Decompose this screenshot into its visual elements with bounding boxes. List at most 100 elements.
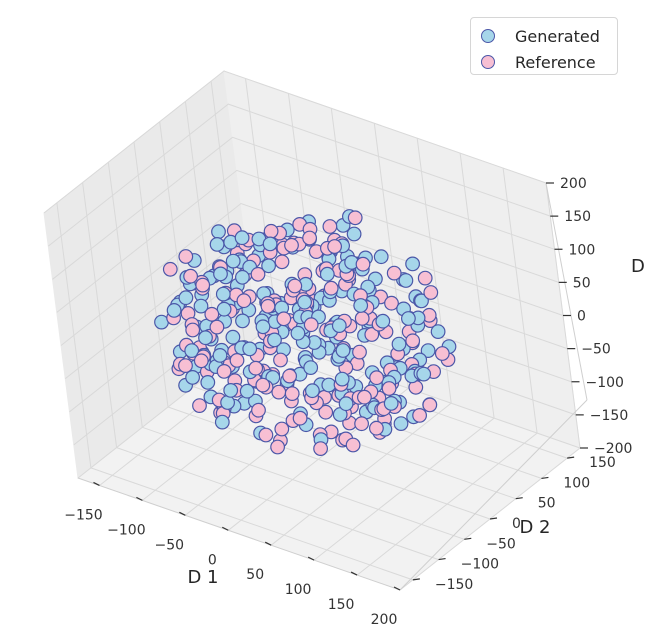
point-generated bbox=[373, 249, 389, 265]
point-reference bbox=[270, 439, 286, 455]
point-reference bbox=[287, 278, 303, 294]
point-reference bbox=[352, 344, 367, 360]
legend-entry-generated: Generated bbox=[481, 23, 617, 49]
point-generated bbox=[321, 377, 337, 393]
y-tick-label: 50 bbox=[538, 496, 556, 512]
point-generated bbox=[185, 370, 201, 385]
point-generated bbox=[290, 325, 306, 341]
point-generated bbox=[262, 236, 278, 252]
x-tick-mark bbox=[393, 586, 401, 591]
z-axis-line bbox=[545, 182, 588, 401]
point-generated bbox=[193, 298, 209, 314]
point-reference bbox=[369, 420, 384, 436]
grid-lines bbox=[43, 70, 581, 591]
point-reference bbox=[292, 410, 308, 426]
point-generated bbox=[375, 313, 391, 329]
x-tick-label: 50 bbox=[246, 567, 264, 583]
point-generated bbox=[261, 258, 277, 274]
grid-line-z bbox=[43, 70, 547, 214]
point-generated bbox=[401, 311, 416, 326]
grid-line-z bbox=[56, 169, 559, 313]
x-tick-mark bbox=[350, 571, 358, 576]
z-tick-label: 0 bbox=[577, 309, 586, 325]
x-tick-mark bbox=[136, 496, 143, 501]
point-reference bbox=[274, 421, 290, 437]
x-tick-mark bbox=[221, 526, 229, 531]
point-reference bbox=[193, 353, 209, 369]
point-reference bbox=[273, 352, 288, 368]
point-reference bbox=[209, 319, 225, 335]
point-reference bbox=[251, 402, 266, 418]
y-tick-mark bbox=[489, 517, 498, 520]
point-reference bbox=[276, 311, 292, 327]
grid-line-z bbox=[52, 136, 555, 280]
y-tick-mark bbox=[541, 476, 549, 480]
point-generated bbox=[178, 290, 194, 306]
grid-line-z bbox=[47, 103, 551, 247]
point-reference bbox=[357, 389, 372, 405]
point-generated bbox=[353, 298, 369, 313]
grid-line-z bbox=[77, 335, 581, 479]
x-tick-label: 100 bbox=[285, 582, 312, 598]
z-tick-label: −200 bbox=[594, 441, 632, 457]
legend: Generated Reference bbox=[470, 17, 618, 75]
z-tick-label: −50 bbox=[581, 342, 611, 358]
point-generated bbox=[331, 318, 347, 334]
point-generated bbox=[338, 396, 354, 412]
point-generated bbox=[334, 371, 350, 387]
point-generated bbox=[225, 253, 241, 269]
point-reference bbox=[303, 317, 319, 333]
legend-marker-generated bbox=[481, 29, 495, 43]
point-generated bbox=[239, 383, 255, 399]
point-generated bbox=[297, 294, 313, 310]
x-tick-label: −50 bbox=[155, 537, 185, 553]
point-reference bbox=[412, 408, 428, 423]
x-axis-line bbox=[77, 477, 401, 591]
point-generated bbox=[213, 266, 228, 282]
grid-line-z bbox=[60, 202, 564, 346]
point-reference bbox=[302, 230, 318, 246]
z-tick-label: 200 bbox=[560, 176, 587, 192]
point-generated bbox=[212, 348, 228, 363]
point-reference bbox=[381, 381, 397, 396]
point-reference bbox=[216, 364, 232, 379]
point-reference bbox=[282, 368, 298, 384]
point-generated bbox=[383, 396, 399, 411]
x-axis-label: D 1 bbox=[187, 567, 218, 588]
legend-label-generated: Generated bbox=[515, 26, 600, 46]
point-reference bbox=[422, 397, 438, 413]
y-tick-label: 150 bbox=[589, 455, 616, 471]
point-generated bbox=[255, 319, 271, 335]
point-generated bbox=[166, 303, 182, 318]
point-reference bbox=[274, 254, 290, 270]
point-reference bbox=[255, 377, 271, 393]
point-reference bbox=[192, 398, 207, 414]
point-generated bbox=[235, 313, 250, 329]
point-generated bbox=[398, 273, 414, 288]
point-reference bbox=[271, 384, 287, 400]
point-reference bbox=[178, 358, 193, 374]
point-generated bbox=[319, 266, 335, 282]
point-generated bbox=[430, 324, 446, 340]
point-generated bbox=[305, 383, 320, 399]
point-reference bbox=[318, 404, 334, 420]
point-reference bbox=[347, 210, 363, 226]
point-reference bbox=[423, 285, 439, 300]
y-tick-mark bbox=[515, 497, 523, 500]
point-reference bbox=[323, 280, 339, 296]
legend-marker-reference bbox=[481, 55, 495, 69]
point-generated bbox=[198, 330, 213, 346]
point-reference bbox=[263, 223, 279, 239]
legend-label-reference: Reference bbox=[515, 52, 596, 72]
point-reference bbox=[260, 298, 276, 314]
point-generated bbox=[346, 226, 362, 242]
y-tick-mark bbox=[412, 578, 420, 581]
point-generated bbox=[215, 286, 231, 302]
x-tick-mark bbox=[264, 541, 272, 546]
point-generated bbox=[303, 360, 319, 376]
x-tick-mark bbox=[179, 511, 186, 516]
point-generated bbox=[223, 383, 239, 398]
z-tick-label: −150 bbox=[590, 408, 628, 424]
x-tick-mark bbox=[93, 481, 100, 487]
grid-line-z bbox=[73, 302, 576, 446]
